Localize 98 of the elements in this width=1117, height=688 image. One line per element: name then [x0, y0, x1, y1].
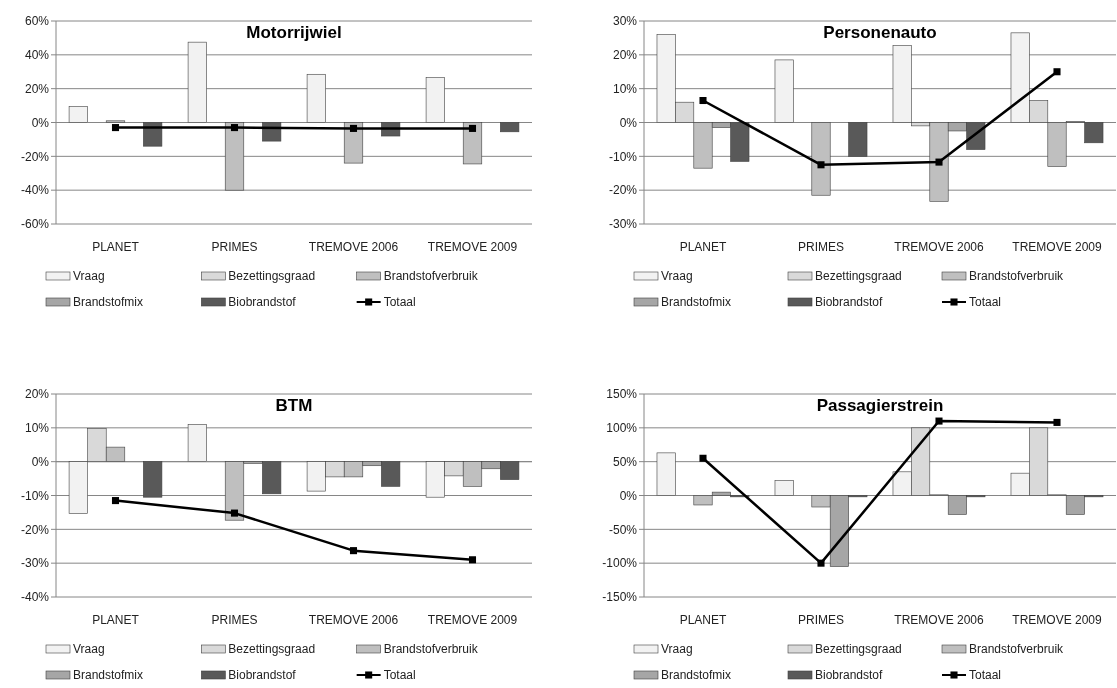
point: [349, 547, 358, 555]
legend-label: Totaal: [969, 295, 1002, 310]
legend-label: Brandstofverbruik: [969, 269, 1065, 284]
legend-label: Brandstofverbruik: [969, 642, 1065, 657]
y-tick-label: -20%: [20, 522, 50, 537]
y-tick-label: 150%: [606, 387, 638, 402]
y-tick-label: -50%: [608, 522, 638, 537]
bar: [306, 73, 326, 123]
bar: [425, 77, 445, 123]
bar: [68, 106, 88, 123]
y-tick-label: 0%: [619, 488, 638, 503]
point: [1053, 418, 1061, 426]
y-tick-label: -100%: [602, 556, 638, 571]
chart-title: BTM: [275, 396, 313, 415]
y-tick-label: 20%: [24, 81, 50, 96]
bar: [848, 122, 868, 157]
y-tick-label: 40%: [24, 48, 50, 63]
y-tick-label: 10%: [612, 81, 638, 96]
bar: [774, 59, 794, 123]
y-tick-label: -150%: [602, 590, 638, 605]
legend-label: Bezettingsgraad: [815, 269, 902, 284]
bar: [656, 452, 676, 496]
bar: [187, 41, 207, 123]
bar: [187, 424, 207, 462]
y-tick-label: 20%: [612, 48, 638, 63]
y-tick-label: 0%: [31, 454, 50, 469]
bar: [224, 122, 245, 191]
point: [699, 96, 707, 105]
legend-label: Biobrandstof: [228, 295, 297, 310]
legend-label: Bezettingsgraad: [228, 269, 316, 284]
y-tick-label: 10%: [24, 421, 50, 436]
x-tick-label: TREMOVE 2009: [427, 613, 518, 627]
bar: [462, 122, 483, 165]
x-tick-label: PLANET: [92, 240, 140, 254]
legend-label: Brandstofmix: [73, 668, 144, 683]
x-tick-label: TREMOVE 2009: [1012, 613, 1103, 627]
x-tick-label: TREMOVE 2006: [308, 613, 399, 627]
legend-label: Vraag: [661, 642, 693, 657]
legend-label: Totaal: [383, 295, 416, 310]
bar: [811, 122, 831, 196]
x-tick-label: PRIMES: [797, 613, 845, 627]
legend-label: Biobrandstof: [228, 668, 297, 683]
y-tick-label: -20%: [20, 149, 50, 164]
x-tick-label: PRIMES: [211, 240, 258, 254]
legend-label: Bezettingsgraad: [228, 642, 316, 657]
legend-label: Vraag: [661, 269, 693, 284]
point: [935, 158, 943, 166]
x-tick-label: TREMOVE 2006: [894, 613, 985, 627]
legend-label: Brandstofmix: [661, 295, 732, 310]
y-tick-label: -30%: [20, 556, 50, 571]
point: [817, 161, 825, 169]
x-tick-label: TREMOVE 2006: [894, 240, 985, 254]
point: [111, 497, 120, 505]
legend-label: Brandstofverbruik: [383, 269, 479, 284]
y-tick-label: 50%: [612, 454, 638, 469]
x-tick-label: TREMOVE 2009: [1012, 240, 1103, 254]
legend-label: Vraag: [73, 269, 105, 284]
y-tick-label: -40%: [20, 183, 50, 198]
chart-title: Personenauto: [823, 23, 937, 42]
y-tick-label: -10%: [20, 488, 50, 503]
legend-label: Totaal: [383, 668, 416, 683]
x-tick-label: PRIMES: [211, 613, 258, 627]
y-tick-label: -10%: [608, 149, 638, 164]
y-tick-label: 60%: [24, 14, 50, 29]
x-tick-label: TREMOVE 2009: [427, 240, 518, 254]
legend-label: Brandstofmix: [73, 295, 144, 310]
x-tick-label: PLANET: [679, 240, 728, 254]
point: [230, 509, 239, 517]
legend-label: Brandstofmix: [661, 668, 732, 683]
point: [935, 417, 943, 425]
y-tick-label: 0%: [31, 115, 50, 130]
legend-label: Totaal: [969, 668, 1002, 683]
legend-label: Vraag: [73, 642, 105, 657]
point: [1053, 68, 1061, 76]
y-tick-label: -40%: [20, 590, 50, 605]
legend-label: Biobrandstof: [815, 668, 884, 683]
y-tick-label: -60%: [20, 217, 50, 232]
legend-label: Brandstofverbruik: [383, 642, 479, 657]
bar: [774, 480, 794, 496]
y-tick-label: -30%: [608, 217, 638, 232]
y-tick-label: 0%: [619, 115, 638, 130]
legend-label: Bezettingsgraad: [815, 642, 902, 657]
chart-title: Motorrijwiel: [246, 23, 342, 42]
bar: [143, 461, 163, 498]
y-tick-label: 100%: [606, 421, 638, 436]
y-tick-label: 20%: [24, 387, 50, 402]
point: [468, 556, 477, 564]
bar: [500, 122, 520, 133]
x-tick-label: PLANET: [92, 613, 140, 627]
legend-label: Biobrandstof: [815, 295, 884, 310]
chart-title: Passagierstrein: [816, 396, 944, 415]
point: [699, 454, 707, 462]
x-tick-label: PLANET: [679, 613, 728, 627]
y-tick-label: -20%: [608, 183, 638, 198]
y-tick-label: 30%: [612, 14, 638, 29]
x-tick-label: PRIMES: [797, 240, 845, 254]
point: [817, 559, 825, 567]
x-tick-label: TREMOVE 2006: [308, 240, 399, 254]
